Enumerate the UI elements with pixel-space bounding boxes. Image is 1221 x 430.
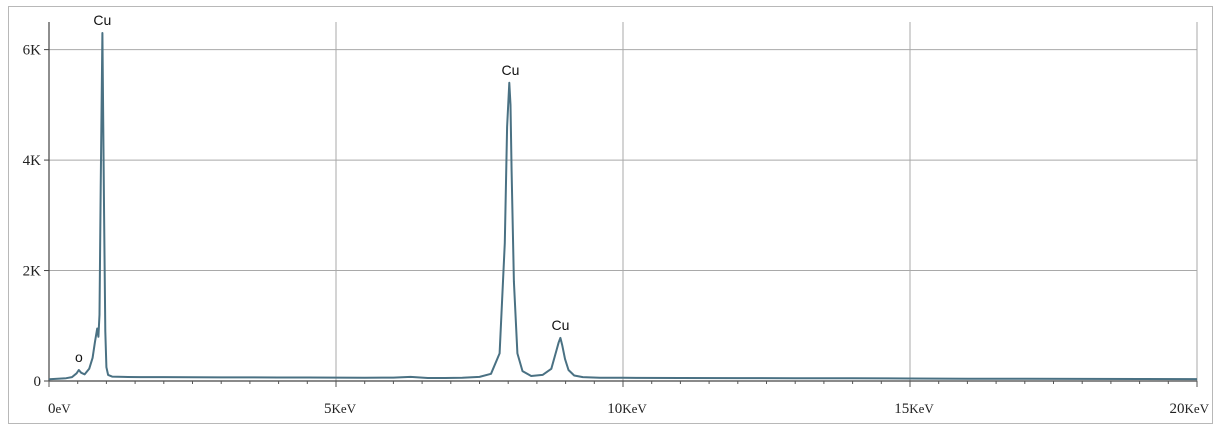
series-layer (48, 32, 1198, 381)
y-tick-labels: 0 2K 4K 6K (23, 43, 49, 390)
x-tick-label-4: 20KeV (1169, 401, 1209, 417)
x-tick-label-3: 15KeV (894, 401, 934, 417)
x-tick-label-1: 5KeV (324, 401, 357, 417)
peak-label-1: Cu (93, 12, 111, 28)
x-tick-label-2: 10KeV (607, 401, 647, 417)
grid-lines (49, 22, 1198, 381)
spectrum-line-0 (48, 32, 1198, 381)
y-tick-label-1: 2K (23, 264, 42, 280)
peak-labels: o Cu Cu Cu (75, 12, 569, 365)
y-tick-label-0: 0 (34, 374, 42, 390)
chart-frame (8, 6, 1213, 424)
peak-label-2: Cu (502, 62, 520, 78)
peak-label-3: Cu (551, 317, 569, 333)
y-tick-label-2: 4K (23, 153, 42, 169)
peak-label-0: o (75, 349, 83, 365)
y-tick-label-3: 6K (23, 43, 42, 59)
x-tick-label-0: 0eV (48, 401, 71, 417)
x-tick-labels: 0eV 5KeV 10KeV 15KeV 20KeV (48, 381, 1210, 417)
